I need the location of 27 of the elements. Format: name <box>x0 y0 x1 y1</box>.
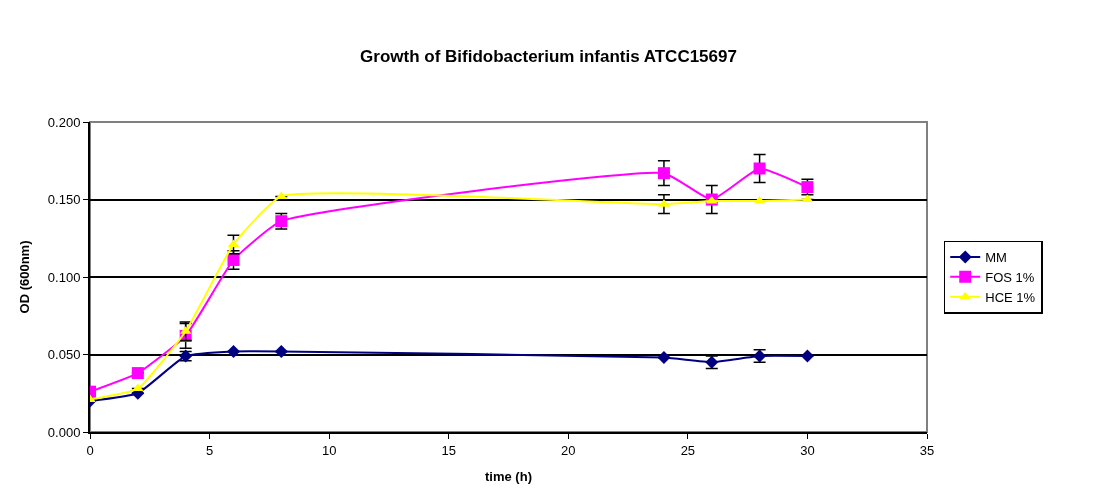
x-tick-label: 25 <box>680 442 696 458</box>
chart-title: Growth of Bifidobacterium infantis ATCC15697 <box>360 47 737 67</box>
x-tick-label: 10 <box>321 442 337 458</box>
x-tick-label: 0 <box>86 442 94 458</box>
point <box>657 167 670 180</box>
point <box>657 351 671 365</box>
point <box>132 383 144 392</box>
x-tick-label: 35 <box>919 442 935 458</box>
y-tick-label: 0.050 <box>47 347 81 363</box>
y-tick-label: 0.000 <box>47 424 81 440</box>
x-tick-label: 15 <box>441 442 456 458</box>
point <box>226 344 240 358</box>
x-axis-title: time (h) <box>485 468 532 484</box>
legend-label: HCE 1% <box>985 289 1036 305</box>
point <box>753 162 766 175</box>
legend-label: FOS 1% <box>985 269 1035 285</box>
y-tick-label: 0.100 <box>47 269 81 285</box>
x-tick-label: 20 <box>561 442 576 458</box>
y-axis-title: OD (600nm) <box>17 240 33 314</box>
x-tick-label: 5 <box>205 442 214 458</box>
y-tick-label: 0.200 <box>47 114 81 130</box>
x-tick-label: 30 <box>800 442 815 458</box>
legend-label: MM <box>985 250 1007 266</box>
point <box>800 349 814 363</box>
point <box>274 344 288 358</box>
point <box>131 367 144 380</box>
y-tick-label: 0.150 <box>47 192 81 208</box>
